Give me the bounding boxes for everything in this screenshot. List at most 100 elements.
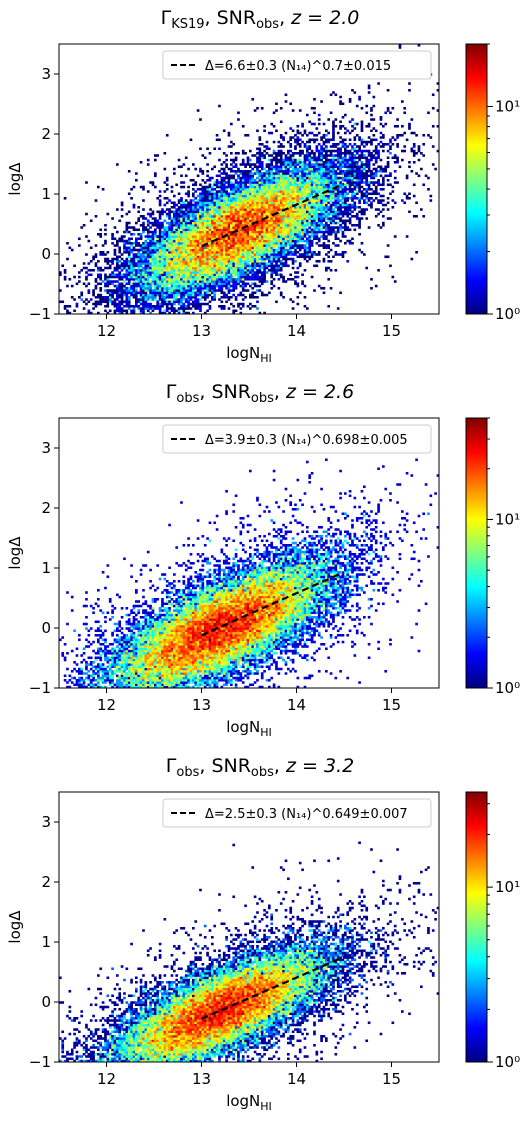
histogram-cell [142, 289, 145, 292]
histogram-cell [173, 271, 176, 274]
histogram-cell [61, 264, 65, 268]
histogram-cell [232, 226, 236, 229]
histogram-cell [308, 197, 312, 200]
histogram-cell [351, 172, 354, 175]
histogram-cell [184, 269, 188, 272]
histogram-cell [289, 230, 293, 234]
histogram-cell [144, 246, 148, 250]
histogram-cell [80, 269, 84, 272]
histogram-cell [203, 203, 207, 207]
histogram-cell [173, 248, 176, 252]
histogram-cell [329, 190, 333, 193]
histogram-cell [334, 199, 338, 202]
histogram-cell [184, 293, 188, 297]
histogram-cell [73, 275, 76, 279]
histogram-cell [429, 194, 433, 198]
histogram-cell [412, 183, 416, 187]
histogram-cell [101, 244, 105, 247]
histogram-cell [325, 161, 328, 164]
histogram-cell [144, 251, 148, 254]
histogram-cell [251, 262, 255, 265]
histogram-cell [279, 172, 283, 175]
histogram-cell [161, 275, 164, 279]
histogram-cell [196, 300, 200, 304]
histogram-cell [249, 296, 252, 299]
histogram-cell [313, 185, 316, 189]
histogram-cell [227, 219, 231, 223]
histogram-cell [260, 208, 264, 211]
histogram-cell [268, 248, 271, 252]
histogram-cell [329, 230, 333, 234]
histogram-cell [146, 280, 150, 283]
histogram-cell [199, 264, 202, 268]
histogram-cell [199, 183, 202, 187]
histogram-cell [175, 300, 179, 304]
histogram-cell [208, 248, 212, 252]
histogram-cell [306, 255, 309, 259]
histogram-cell [253, 170, 257, 173]
histogram-cell [372, 174, 376, 178]
histogram-cell [232, 269, 236, 272]
histogram-cell [263, 183, 266, 187]
histogram-cell [225, 194, 228, 198]
histogram-cell [168, 226, 171, 229]
histogram-cell [241, 278, 245, 281]
histogram-cell [277, 235, 281, 238]
histogram-cell [199, 215, 202, 218]
histogram-cell [346, 215, 350, 218]
histogram-cell [139, 293, 143, 297]
histogram-cell [325, 237, 328, 241]
histogram-cell [199, 246, 202, 250]
histogram-cell [125, 264, 129, 268]
histogram-cell [149, 257, 152, 261]
histogram-cell [303, 246, 307, 250]
histogram-cell [296, 235, 300, 238]
histogram-cell [130, 264, 133, 268]
histogram-cell [308, 163, 312, 166]
histogram-cell [275, 197, 278, 200]
histogram-cell [244, 174, 247, 178]
histogram-cell [192, 255, 195, 259]
histogram-cell [237, 197, 240, 200]
histogram-cell [232, 224, 236, 227]
histogram-cell [170, 237, 174, 241]
histogram-cell [249, 269, 252, 272]
histogram-cell [256, 161, 259, 164]
histogram-cell [244, 201, 247, 205]
histogram-cell [249, 188, 252, 191]
histogram-cell [206, 185, 209, 189]
histogram-cell [234, 266, 238, 270]
histogram-cell [237, 266, 240, 270]
histogram-cell [265, 190, 269, 193]
histogram-cell [298, 235, 302, 238]
histogram-cell [196, 269, 200, 272]
histogram-cell [275, 228, 278, 232]
histogram-cell [358, 172, 361, 175]
histogram-cell [351, 194, 354, 198]
histogram-cell [341, 176, 345, 180]
histogram-cell [327, 188, 331, 191]
histogram-cell [260, 215, 264, 218]
histogram-cell [220, 183, 224, 187]
histogram-cell [282, 224, 285, 227]
histogram-cell [106, 260, 110, 263]
histogram-cell [239, 307, 243, 310]
histogram-cell [351, 199, 354, 202]
histogram-cell [75, 305, 79, 308]
histogram-cell [106, 282, 110, 286]
histogram-cell [325, 192, 328, 196]
histogram-cell [196, 287, 200, 290]
histogram-cell [220, 246, 224, 250]
histogram-cell [177, 271, 181, 274]
histogram-cell [213, 262, 217, 265]
histogram-cell [127, 266, 131, 270]
histogram-cell [175, 298, 179, 301]
histogram-cell [106, 266, 110, 270]
histogram-cell [246, 289, 250, 292]
histogram-cell [225, 206, 228, 209]
histogram-cell [325, 172, 328, 175]
histogram-cell [253, 296, 257, 299]
histogram-cell [89, 298, 93, 301]
histogram-cell [78, 244, 81, 247]
histogram-cell [215, 217, 219, 220]
